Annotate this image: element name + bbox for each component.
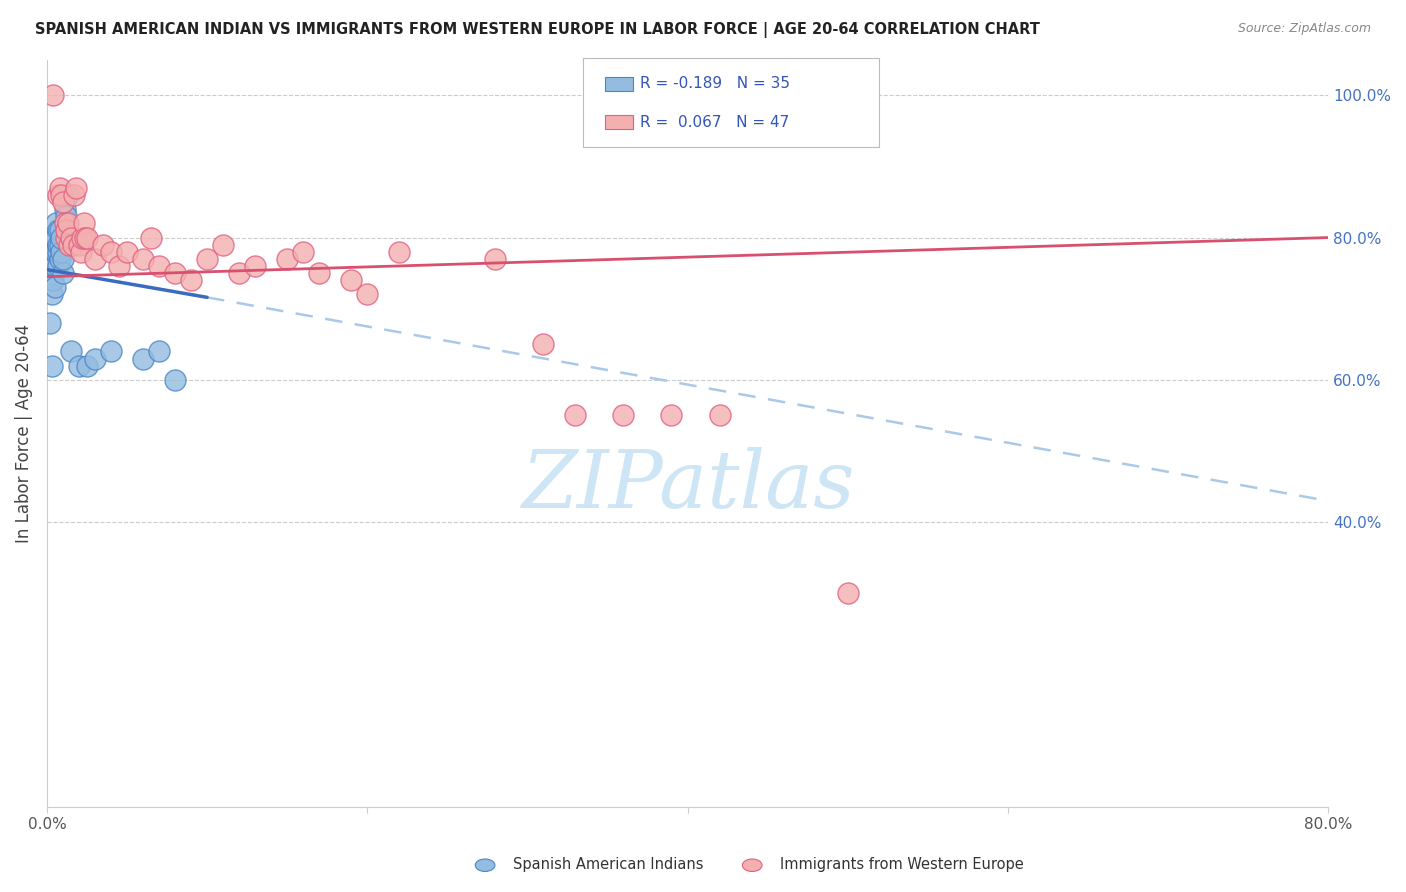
Point bbox=[100, 344, 122, 359]
Point bbox=[52, 252, 75, 266]
Point bbox=[39, 316, 62, 330]
Point bbox=[70, 230, 93, 244]
Point bbox=[46, 223, 69, 237]
Point bbox=[52, 194, 75, 209]
Point bbox=[46, 259, 69, 273]
Text: R =  0.067   N = 47: R = 0.067 N = 47 bbox=[640, 115, 789, 129]
Point bbox=[45, 230, 67, 244]
Point bbox=[69, 244, 91, 259]
Y-axis label: In Labor Force | Age 20-64: In Labor Force | Age 20-64 bbox=[15, 324, 32, 543]
Text: R = -0.189   N = 35: R = -0.189 N = 35 bbox=[640, 77, 790, 91]
Point bbox=[62, 237, 84, 252]
Text: Spanish American Indians: Spanish American Indians bbox=[513, 857, 703, 872]
Point bbox=[42, 88, 65, 103]
Point bbox=[139, 230, 162, 244]
Point bbox=[48, 180, 70, 194]
Point bbox=[45, 216, 67, 230]
Point bbox=[195, 252, 218, 266]
Point bbox=[55, 230, 77, 244]
Point bbox=[55, 223, 77, 237]
Point bbox=[46, 187, 69, 202]
Point bbox=[56, 187, 79, 202]
Point bbox=[44, 259, 66, 273]
Point bbox=[132, 252, 155, 266]
Point bbox=[661, 409, 683, 423]
Point bbox=[212, 237, 235, 252]
Point bbox=[44, 280, 66, 294]
Point bbox=[52, 266, 75, 280]
Point bbox=[292, 244, 315, 259]
Point bbox=[108, 259, 131, 273]
Point bbox=[356, 287, 378, 301]
Point bbox=[51, 244, 73, 259]
Point bbox=[84, 252, 107, 266]
Point bbox=[148, 344, 170, 359]
Point bbox=[63, 187, 86, 202]
Point bbox=[41, 359, 63, 373]
Point bbox=[276, 252, 298, 266]
Point bbox=[100, 244, 122, 259]
Point bbox=[42, 237, 65, 252]
Point bbox=[837, 586, 859, 600]
Point bbox=[484, 252, 506, 266]
Point bbox=[228, 266, 250, 280]
Point bbox=[59, 344, 82, 359]
Point bbox=[53, 216, 76, 230]
Point bbox=[59, 230, 82, 244]
Point bbox=[51, 230, 73, 244]
Point bbox=[91, 237, 114, 252]
Point bbox=[45, 244, 67, 259]
Point bbox=[53, 202, 76, 216]
Point bbox=[76, 230, 98, 244]
Text: SPANISH AMERICAN INDIAN VS IMMIGRANTS FROM WESTERN EUROPE IN LABOR FORCE | AGE 2: SPANISH AMERICAN INDIAN VS IMMIGRANTS FR… bbox=[35, 22, 1040, 38]
Point bbox=[58, 237, 80, 252]
Point bbox=[46, 244, 69, 259]
Point bbox=[44, 244, 66, 259]
Point bbox=[163, 373, 186, 387]
Point bbox=[65, 180, 87, 194]
Point bbox=[56, 216, 79, 230]
Point bbox=[48, 237, 70, 252]
Point bbox=[612, 409, 634, 423]
Point bbox=[148, 259, 170, 273]
Point bbox=[41, 287, 63, 301]
Point bbox=[48, 252, 70, 266]
Text: ZIPatlas: ZIPatlas bbox=[520, 447, 855, 524]
Point bbox=[75, 230, 97, 244]
Point bbox=[76, 359, 98, 373]
Point bbox=[67, 237, 90, 252]
Point bbox=[84, 351, 107, 366]
Point bbox=[51, 187, 73, 202]
Point bbox=[48, 223, 70, 237]
Point bbox=[44, 230, 66, 244]
Text: Source: ZipAtlas.com: Source: ZipAtlas.com bbox=[1237, 22, 1371, 36]
Point bbox=[163, 266, 186, 280]
Point bbox=[308, 266, 330, 280]
Point bbox=[42, 259, 65, 273]
Point bbox=[46, 237, 69, 252]
Point bbox=[67, 359, 90, 373]
Point bbox=[180, 273, 202, 287]
Point bbox=[115, 244, 138, 259]
Point bbox=[243, 259, 266, 273]
Point bbox=[73, 216, 96, 230]
Point bbox=[42, 273, 65, 287]
Text: Immigrants from Western Europe: Immigrants from Western Europe bbox=[780, 857, 1024, 872]
Point bbox=[340, 273, 363, 287]
Point bbox=[132, 351, 155, 366]
Point bbox=[55, 209, 77, 223]
Point bbox=[564, 409, 586, 423]
Point bbox=[388, 244, 411, 259]
Point bbox=[531, 337, 554, 351]
Point bbox=[709, 409, 731, 423]
